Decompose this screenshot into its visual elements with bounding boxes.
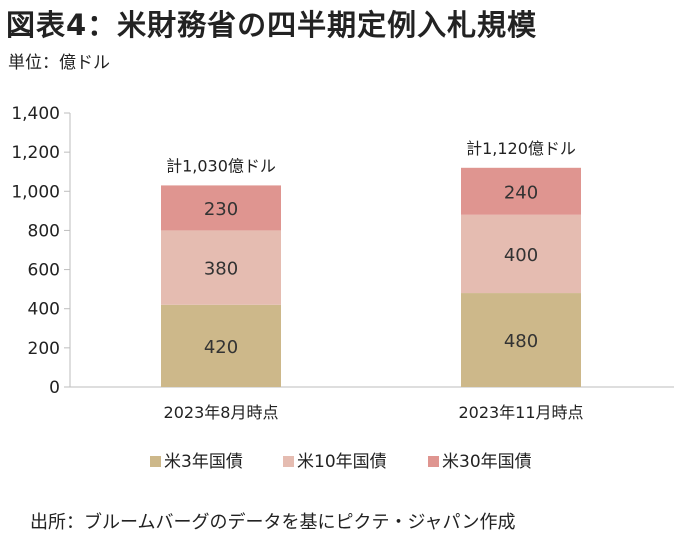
y-tick-label: 1,000 (11, 182, 60, 202)
y-tick-label: 0 (49, 378, 60, 398)
bar-total-label: 計1,120億ドル (466, 139, 576, 158)
bar-segment (161, 185, 281, 231)
y-tick-label: 1,200 (11, 143, 60, 163)
y-tick-label: 1,400 (11, 104, 60, 124)
bar-value-label: 420 (204, 337, 238, 358)
x-category-label: 2023年11月時点 (458, 403, 583, 422)
y-tick-label: 800 (28, 221, 60, 241)
bar-value-label: 230 (204, 199, 238, 220)
bar-segment (161, 230, 281, 305)
source-note: 出所：ブルームバーグのデータを基にピクテ・ジャパン作成 (30, 512, 516, 533)
legend-swatch (428, 456, 439, 467)
bar-total-label: 計1,030億ドル (166, 156, 276, 175)
legend-label: 米10年国債 (297, 452, 387, 472)
bar-segment (161, 304, 281, 387)
bar-segment (461, 293, 581, 387)
legend-swatch (283, 456, 294, 467)
bar-segment (461, 167, 581, 215)
y-axis-ticks: 0 200 400 600 800 1,000 1,200 1,400 (11, 104, 70, 398)
y-tick-label: 400 (28, 300, 60, 320)
bars: 420 380 230 計1,030億ドル 480 400 240 計1,120億ドル (161, 139, 581, 387)
category-labels: 2023年8月時点 2023年11月時点 (164, 403, 584, 422)
x-category-label: 2023年8月時点 (164, 403, 279, 422)
y-tick-label: 600 (28, 261, 60, 281)
bar-value-label: 380 (204, 259, 238, 280)
y-tick-label: 200 (28, 339, 60, 359)
legend-swatch (150, 456, 161, 467)
unit-label: 単位：億ドル (8, 53, 110, 73)
bar-segment (461, 214, 581, 294)
bar-value-label: 240 (504, 182, 538, 203)
legend: 米3年国債 米10年国債 米30年国債 (150, 452, 532, 472)
legend-label: 米30年国債 (442, 452, 532, 472)
bar-value-label: 400 (504, 245, 538, 266)
chart-title: 図表4：米財務省の四半期定例入札規模 (6, 8, 538, 42)
bar-value-label: 480 (504, 331, 538, 352)
legend-label: 米3年国債 (164, 452, 243, 472)
